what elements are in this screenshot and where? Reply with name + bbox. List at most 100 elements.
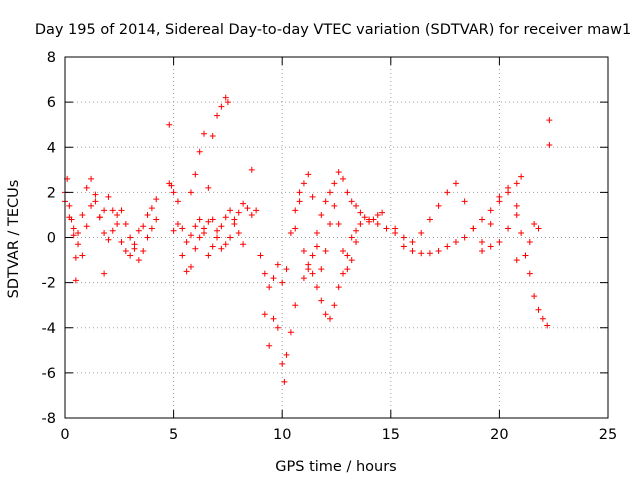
data-point [487, 220, 494, 227]
data-point [244, 205, 251, 212]
data-point [366, 216, 373, 223]
data-point [281, 378, 288, 385]
data-point [322, 311, 329, 318]
data-point [75, 229, 82, 236]
series-arc-a [62, 175, 160, 261]
data-point [479, 239, 486, 246]
data-point [83, 223, 90, 230]
y-axis-label: SDTVAR / TECUs [6, 180, 22, 299]
data-point [353, 227, 360, 234]
data-point [392, 225, 399, 232]
series-arc-e [248, 166, 364, 322]
data-point [518, 173, 525, 180]
data-point [261, 270, 268, 277]
data-point [353, 202, 360, 209]
data-point [222, 241, 229, 248]
data-point [546, 141, 553, 148]
data-point [318, 211, 325, 218]
y-tick-label: -8 [42, 411, 56, 427]
data-point [348, 234, 355, 241]
data-point [218, 103, 225, 110]
data-point [114, 220, 121, 227]
data-point [435, 202, 442, 209]
data-point [513, 202, 520, 209]
series-arc-d [170, 207, 247, 259]
series-arc-i [392, 180, 520, 246]
data-point [222, 214, 229, 221]
data-point [205, 218, 212, 225]
data-point [144, 234, 151, 241]
data-point [274, 261, 281, 268]
series-arc-j [479, 225, 551, 329]
data-point [274, 324, 281, 331]
data-point [240, 241, 247, 248]
data-point [305, 171, 312, 178]
data-point [426, 250, 433, 257]
data-point [66, 202, 73, 209]
data-point [326, 189, 333, 196]
data-points [62, 94, 553, 385]
data-point [496, 193, 503, 200]
data-point [240, 200, 247, 207]
data-point [92, 191, 99, 198]
data-point [461, 198, 468, 205]
data-point [209, 216, 216, 223]
series-outliers [72, 117, 553, 284]
data-point [114, 211, 121, 218]
data-point [88, 202, 95, 209]
data-point [452, 239, 459, 246]
data-point [435, 248, 442, 255]
data-point [400, 234, 407, 241]
data-point [70, 232, 77, 239]
data-point [296, 198, 303, 205]
data-point [257, 252, 264, 259]
data-point [326, 315, 333, 322]
data-point [522, 252, 529, 259]
data-point [270, 275, 277, 282]
data-point [179, 225, 186, 232]
data-point [122, 248, 129, 255]
series-arc-rise [187, 94, 231, 196]
data-point [340, 175, 347, 182]
data-point [357, 220, 364, 227]
data-point [170, 189, 177, 196]
data-point [192, 245, 199, 252]
data-point [88, 175, 95, 182]
data-point [148, 205, 155, 212]
data-point [218, 223, 225, 230]
data-point [135, 227, 142, 234]
data-point [205, 252, 212, 259]
data-point [292, 225, 299, 232]
data-point [101, 207, 108, 214]
data-point [174, 220, 181, 227]
data-point [83, 184, 90, 191]
data-point [452, 180, 459, 187]
data-point [248, 166, 255, 173]
y-tick-label: 8 [47, 50, 56, 66]
data-point [335, 284, 342, 291]
data-point [224, 99, 231, 106]
data-point [187, 263, 194, 270]
data-point [79, 252, 86, 259]
data-point [526, 270, 533, 277]
y-tick-label: 2 [47, 185, 56, 201]
data-point [153, 216, 160, 223]
data-point [75, 241, 82, 248]
data-point [283, 266, 290, 273]
data-point [166, 121, 173, 128]
data-point [253, 207, 260, 214]
data-point [487, 243, 494, 250]
data-point [92, 198, 99, 205]
x-tick-label: 20 [490, 427, 508, 443]
data-point [487, 207, 494, 214]
data-point [305, 266, 312, 273]
data-point [313, 229, 320, 236]
data-point [153, 196, 160, 203]
x-tick-label: 10 [273, 427, 291, 443]
data-point [287, 229, 294, 236]
data-point [531, 220, 538, 227]
data-point [318, 297, 325, 304]
data-point [479, 248, 486, 255]
data-point [322, 198, 329, 205]
